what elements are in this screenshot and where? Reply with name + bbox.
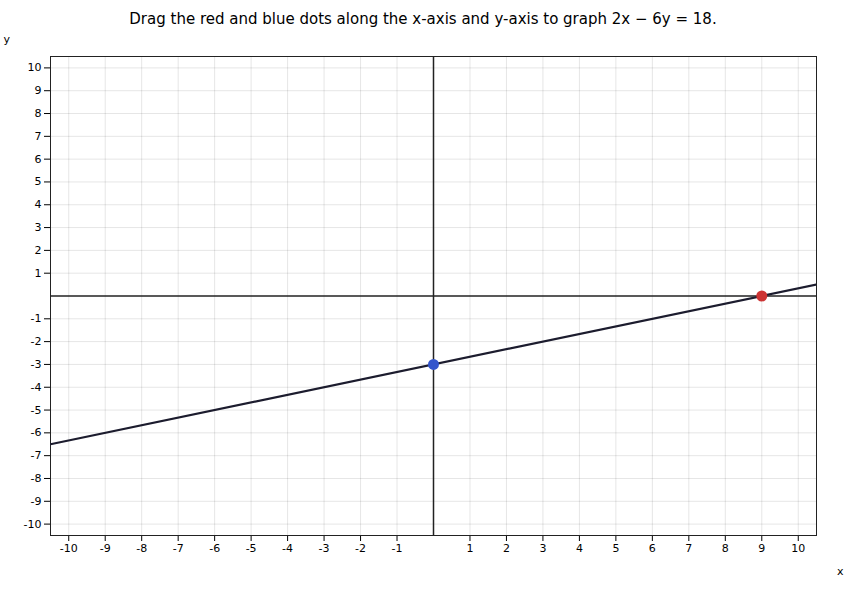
svg-text:2: 2 xyxy=(35,244,42,257)
svg-text:8: 8 xyxy=(722,542,729,555)
svg-text:6: 6 xyxy=(649,542,656,555)
svg-text:-1: -1 xyxy=(31,312,42,325)
svg-text:1: 1 xyxy=(466,542,473,555)
svg-text:4: 4 xyxy=(35,198,42,211)
svg-text:-4: -4 xyxy=(282,542,293,555)
svg-text:-2: -2 xyxy=(31,335,42,348)
html-text:Drag the red and blue dots alo: Drag the red and blue dots along the x-a… xyxy=(129,10,717,28)
svg-text:4: 4 xyxy=(576,542,583,555)
svg-text:1: 1 xyxy=(35,267,42,280)
svg-text:-8: -8 xyxy=(31,472,42,485)
svg-text:3: 3 xyxy=(35,221,42,234)
svg-text:-1: -1 xyxy=(392,542,403,555)
svg-text:-7: -7 xyxy=(173,542,184,555)
svg-text:-8: -8 xyxy=(136,542,147,555)
svg-text:-5: -5 xyxy=(31,404,42,417)
svg-text:-2: -2 xyxy=(355,542,366,555)
svg-text:8: 8 xyxy=(35,107,42,120)
svg-text:-10: -10 xyxy=(24,518,42,531)
svg-text:9: 9 xyxy=(758,542,765,555)
svg-text:-3: -3 xyxy=(319,542,330,555)
svg-text:-3: -3 xyxy=(31,358,42,371)
svg-text:3: 3 xyxy=(539,542,546,555)
svg-text:-9: -9 xyxy=(31,495,42,508)
svg-text:y: y xyxy=(4,33,11,46)
svg-text:x: x xyxy=(837,565,844,578)
svg-text:10: 10 xyxy=(28,61,42,74)
svg-text:9: 9 xyxy=(35,84,42,97)
svg-text:7: 7 xyxy=(685,542,692,555)
svg-text:-9: -9 xyxy=(100,542,111,555)
svg-text:5: 5 xyxy=(612,542,619,555)
svg-text:-6: -6 xyxy=(209,542,220,555)
svg-text:-4: -4 xyxy=(31,381,42,394)
svg-text:10: 10 xyxy=(791,542,805,555)
svg-text:-10: -10 xyxy=(60,542,78,555)
svg-text:2: 2 xyxy=(503,542,510,555)
svg-text:-5: -5 xyxy=(246,542,257,555)
svg-text:5: 5 xyxy=(35,175,42,188)
svg-text:-7: -7 xyxy=(31,449,42,462)
svg-text:6: 6 xyxy=(35,153,42,166)
svg-text:7: 7 xyxy=(35,130,42,143)
svg-text:-6: -6 xyxy=(31,426,42,439)
